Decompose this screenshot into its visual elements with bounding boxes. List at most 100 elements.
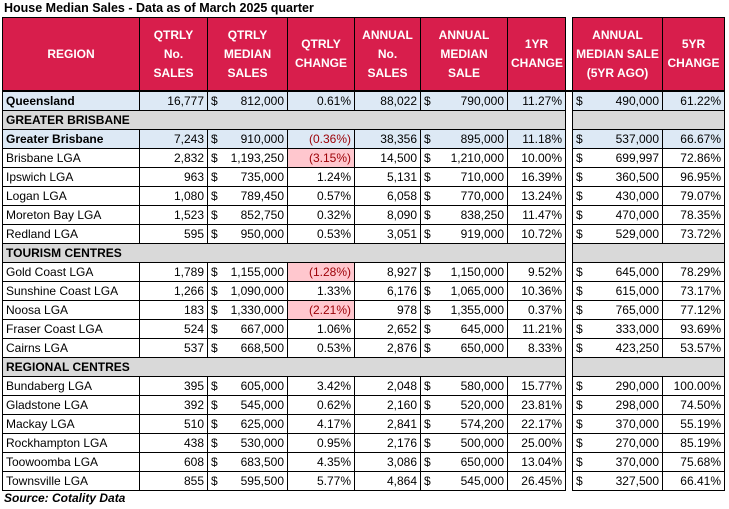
cell: 855 [139, 471, 208, 491]
section-row: TOURISM CENTRES [2, 243, 725, 263]
section-row: REGIONAL CENTRES [2, 357, 725, 377]
cell: $ 645,000 [572, 262, 663, 282]
cell: $ 545,000 [420, 471, 508, 491]
cell: 96.95% [662, 167, 725, 187]
cell: 0.57% [287, 186, 355, 206]
cell: $ 615,000 [572, 281, 663, 301]
cell: $ 360,500 [572, 167, 663, 187]
cell: 0.32% [287, 205, 355, 225]
region-name: Brisbane LGA [2, 148, 140, 168]
cell: 11.18% [507, 129, 566, 149]
data-row: Mackay LGA 510 $ 625,000 4.17% 2,841 $ 574,20… [2, 414, 725, 434]
data-row: Noosa LGA 183 $ 1,330,000 (2.21%) 978 $ 1,355… [2, 300, 725, 320]
cell: 1,523 [139, 205, 208, 225]
cell: 4,864 [354, 471, 421, 491]
cell: 7,243 [139, 129, 208, 149]
region-name: Sunshine Coast LGA [2, 281, 140, 301]
region-name: Gold Coast LGA [2, 262, 140, 282]
cell: 0.37% [507, 300, 566, 320]
data-row: Gold Coast LGA 1,789 $ 1,155,000 (1.28%) 8,9… [2, 262, 725, 282]
cell: 963 [139, 167, 208, 187]
cell: $ 333,000 [572, 319, 663, 339]
cell: $ 298,000 [572, 395, 663, 415]
cell: $ 1,210,000 [420, 148, 508, 168]
cell: 8.33% [507, 338, 566, 358]
cell: $ 838,250 [420, 205, 508, 225]
cell: 1.33% [287, 281, 355, 301]
spacer [565, 433, 573, 453]
cell: $ 580,000 [420, 376, 508, 396]
region-name: Fraser Coast LGA [2, 319, 140, 339]
spacer [565, 262, 573, 282]
spacer [565, 148, 573, 168]
spacer [565, 167, 573, 187]
table-title: House Median Sales - Data as of March 20… [4, 1, 314, 15]
spacer [565, 395, 573, 415]
section-fill [572, 243, 725, 263]
data-row: Redland LGA 595 $ 950,000 0.53% 3,051 $ 919,0… [2, 224, 725, 244]
cell: $ 650,000 [420, 338, 508, 358]
cell: 66.67% [662, 129, 725, 149]
cell: $ 852,750 [207, 205, 288, 225]
data-row: Gladstone LGA 392 $ 545,000 0.62% 2,160 $ 520… [2, 395, 725, 415]
cell: 53.57% [662, 338, 725, 358]
cell: 79.07% [662, 186, 725, 206]
region-name: Queensland [2, 90, 140, 111]
cell: 0.95% [287, 433, 355, 453]
section-row: GREATER BRISBANE [2, 110, 725, 130]
cell: $ 919,000 [420, 224, 508, 244]
cell: 75.68% [662, 452, 725, 472]
spacer [565, 357, 573, 377]
region-name: Rockhampton LGA [2, 433, 140, 453]
region-name: Logan LGA [2, 186, 140, 206]
cell: 78.35% [662, 205, 725, 225]
column-header: ANNUAL No. SALES [354, 17, 421, 92]
cell: 510 [139, 414, 208, 434]
cell: $ 370,000 [572, 414, 663, 434]
cell: 11.27% [507, 90, 566, 111]
region-name: Redland LGA [2, 224, 140, 244]
cell: $ 574,200 [420, 414, 508, 434]
cell: 85.19% [662, 433, 725, 453]
column-header: ANNUAL MEDIAN SALE [420, 17, 508, 92]
data-row: Toowoomba LGA 608 $ 683,500 4.35% 3,086 $ 650… [2, 452, 725, 472]
cell: $ 650,000 [420, 452, 508, 472]
cell: 6,058 [354, 186, 421, 206]
cell: 2,841 [354, 414, 421, 434]
cell: $ 790,000 [420, 90, 508, 111]
cell: $ 765,000 [572, 300, 663, 320]
cell: $ 710,000 [420, 167, 508, 187]
cell: 10.72% [507, 224, 566, 244]
cell: $ 895,000 [420, 129, 508, 149]
cell: $ 668,500 [207, 338, 288, 358]
cell: 2,176 [354, 433, 421, 453]
cell: 6,176 [354, 281, 421, 301]
cell: 392 [139, 395, 208, 415]
spacer [565, 471, 573, 491]
cell: 23.81% [507, 395, 566, 415]
cell: 1,789 [139, 262, 208, 282]
cell: 26.45% [507, 471, 566, 491]
column-header: QTRLY MEDIAN SALES [207, 17, 288, 92]
data-row: Fraser Coast LGA 524 $ 667,000 1.06% 2,652 $ … [2, 319, 725, 339]
cell: 0.62% [287, 395, 355, 415]
cell: 537 [139, 338, 208, 358]
cell: $ 683,500 [207, 452, 288, 472]
cell: $ 645,000 [420, 319, 508, 339]
column-header: 5YR CHANGE [662, 17, 725, 92]
cell: 608 [139, 452, 208, 472]
cell: $ 529,000 [572, 224, 663, 244]
region-name: Toowoomba LGA [2, 452, 140, 472]
cell: $ 699,997 [572, 148, 663, 168]
spacer [565, 414, 573, 434]
spacer [565, 17, 573, 91]
cell: 16,777 [139, 90, 208, 111]
cell: 2,876 [354, 338, 421, 358]
cell: $ 500,000 [420, 433, 508, 453]
spacer [565, 319, 573, 339]
data-row: Townsville LGA 855 $ 595,500 5.77% 4,864 $ 54… [2, 471, 725, 491]
data-row: Rockhampton LGA 438 $ 530,000 0.95% 2,176 $ 5… [2, 433, 725, 453]
cell: 93.69% [662, 319, 725, 339]
cell: 5.77% [287, 471, 355, 491]
